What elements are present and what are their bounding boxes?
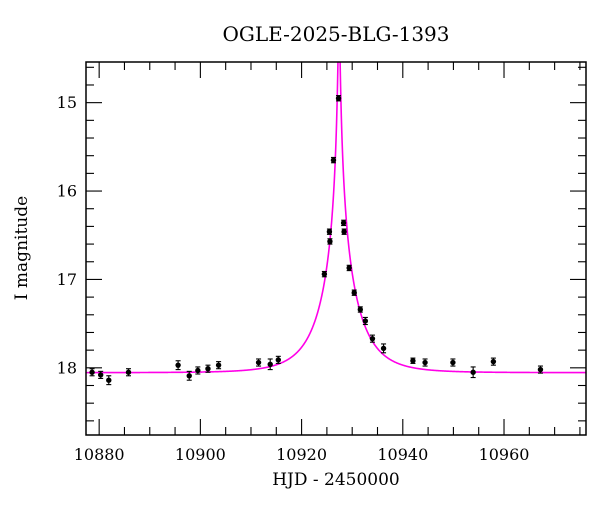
plot-frame xyxy=(85,61,587,436)
data-point xyxy=(255,359,262,366)
x-tick-label: 10880 xyxy=(74,445,125,464)
x-tick-label: 10900 xyxy=(175,445,226,464)
x-tick-label: 10960 xyxy=(479,445,530,464)
data-point xyxy=(330,157,337,163)
data-point xyxy=(537,366,544,373)
data-point xyxy=(215,362,222,368)
data-point xyxy=(106,377,112,383)
y-axis-label: I magnitude xyxy=(12,195,32,301)
chart-title: OGLE-2025-BLG-1393 xyxy=(222,22,450,46)
x-tick-label: 10920 xyxy=(276,445,327,464)
x-axis-label: HJD - 2450000 xyxy=(272,470,400,490)
data-point xyxy=(341,229,347,235)
data-point xyxy=(470,369,476,375)
data-point xyxy=(351,289,357,296)
data-point xyxy=(275,357,282,363)
y-tick-label: 16 xyxy=(57,182,77,201)
data-point xyxy=(175,362,181,368)
data-point xyxy=(125,369,132,375)
data-point xyxy=(369,335,376,342)
data-point xyxy=(321,271,328,277)
data-point xyxy=(490,358,497,365)
data-point xyxy=(410,358,416,364)
data-point xyxy=(327,238,333,245)
data-point xyxy=(89,369,95,375)
data-point xyxy=(205,366,211,372)
data-point xyxy=(340,220,347,226)
model-curve xyxy=(86,62,586,374)
data-point xyxy=(97,372,104,378)
data-point xyxy=(195,367,201,374)
data-point xyxy=(380,345,387,352)
data-point xyxy=(186,373,192,379)
data-point xyxy=(346,265,352,271)
data-point xyxy=(335,95,342,101)
data-point xyxy=(450,359,456,366)
y-tick-label: 18 xyxy=(57,358,77,377)
data-point xyxy=(362,318,369,324)
data-point xyxy=(267,361,273,367)
data-point xyxy=(326,229,333,235)
data-point xyxy=(422,359,428,366)
y-tick-label: 17 xyxy=(57,270,77,289)
data-point xyxy=(357,306,363,313)
y-tick-label: 15 xyxy=(57,93,77,112)
x-tick-label: 10940 xyxy=(377,445,428,464)
